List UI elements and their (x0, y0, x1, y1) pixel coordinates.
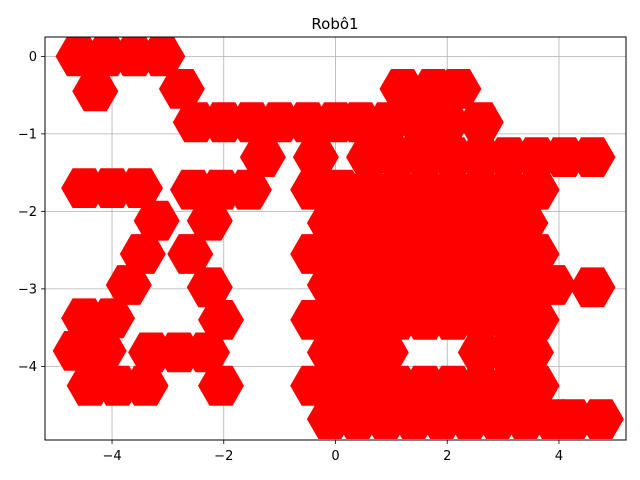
hexagon-marker (570, 267, 616, 307)
x-tick-label: −2 (214, 449, 233, 464)
hexagon-marker (72, 71, 118, 111)
x-tick-label: −4 (102, 449, 121, 464)
data-markers (53, 37, 624, 440)
chart-title: Robô1 (311, 15, 358, 33)
y-tick-label: −1 (18, 127, 37, 142)
x-tick-label: 4 (555, 449, 563, 464)
y-tick-label: −4 (18, 360, 37, 375)
x-tick-label: 0 (331, 449, 339, 464)
y-tick-label: 0 (29, 50, 37, 65)
y-tick-label: −2 (18, 205, 37, 220)
y-tick-label: −3 (18, 282, 37, 297)
x-tick-label: 2 (443, 449, 451, 464)
